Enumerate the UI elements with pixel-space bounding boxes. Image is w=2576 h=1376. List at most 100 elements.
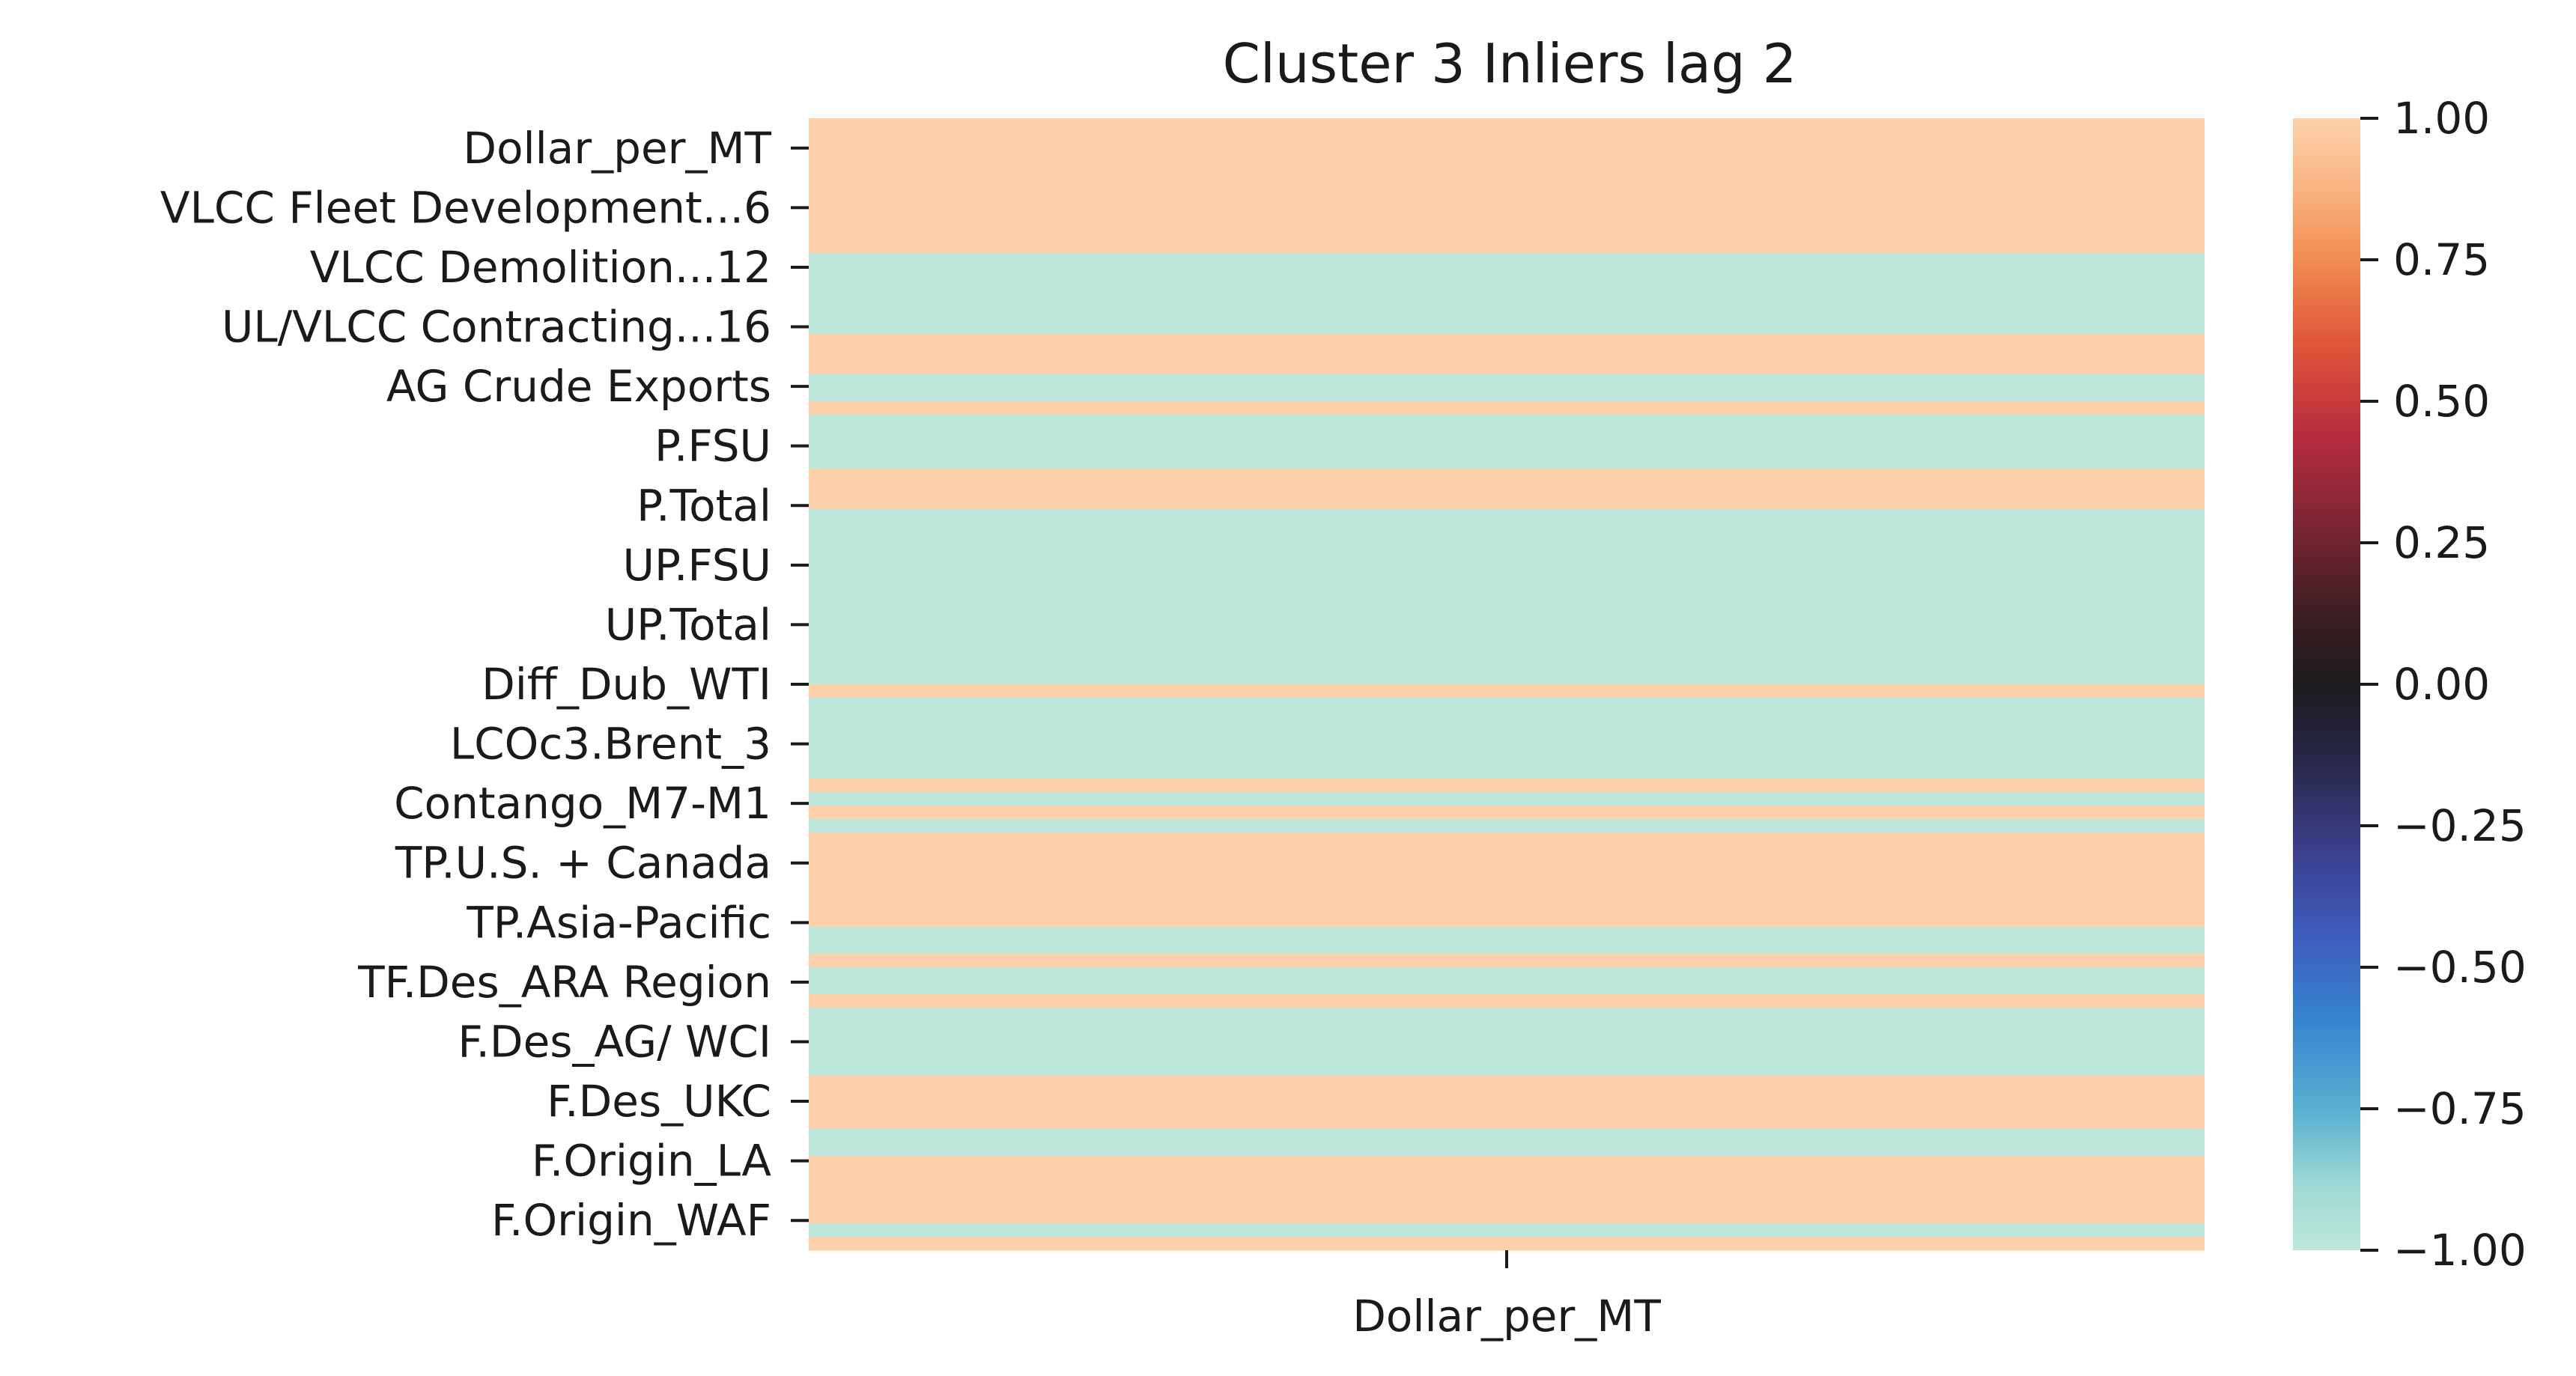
heatmap-cell — [809, 779, 2205, 793]
heatmap-cell — [809, 415, 2205, 429]
y-tick-label: Diff_Dub_WTI — [482, 659, 771, 710]
heatmap-cell — [809, 1223, 2205, 1238]
heatmap-cell — [809, 172, 2205, 186]
heatmap-cell — [809, 213, 2205, 227]
colorbar-tick-label: −1.00 — [2393, 1225, 2527, 1276]
colorbar: 1.00 0.75 0.50 0.25 0.00 −0.25 −0.50 −0.75 −1.00 — [2293, 93, 2527, 1276]
heatmap-cell — [809, 253, 2205, 267]
heatmap-cell — [809, 671, 2205, 685]
heatmap-cell — [809, 1237, 2205, 1251]
heatmap-cell — [809, 1142, 2205, 1157]
y-tick-label: F.Origin_WAF — [491, 1195, 771, 1246]
heatmap-cell — [809, 954, 2205, 968]
heatmap-cell — [809, 886, 2205, 901]
heatmap-cell — [809, 1062, 2205, 1076]
y-tick-label: TP.U.S. + Canada — [395, 838, 771, 889]
heatmap-cell — [809, 967, 2205, 981]
colorbar-tick-label: 1.00 — [2393, 93, 2490, 144]
heatmap-cell — [809, 765, 2205, 779]
heatmap-cell — [809, 186, 2205, 200]
y-tick-label: Dollar_per_MT — [463, 123, 771, 174]
heatmap-cell — [809, 1115, 2205, 1130]
colorbar-tick-label: 0.25 — [2393, 517, 2490, 568]
heatmap-cell — [809, 1048, 2205, 1062]
heatmap-cell — [809, 550, 2205, 564]
heatmap-cell — [809, 725, 2205, 739]
heatmap-cell — [809, 644, 2205, 658]
heatmap-cell — [809, 1089, 2205, 1103]
heatmap-cell — [809, 226, 2205, 240]
colorbar-tick-label: 0.50 — [2393, 376, 2490, 427]
y-tick-label: VLCC Fleet Development...6 — [160, 182, 771, 233]
heatmap-cell — [809, 940, 2205, 955]
heatmap-cell — [809, 374, 2205, 389]
heatmap-cell — [809, 1008, 2205, 1022]
heatmap-cell — [809, 603, 2205, 618]
heatmap-cell — [809, 711, 2205, 725]
heatmap-cell — [809, 563, 2205, 577]
heatmap-cell — [809, 913, 2205, 928]
y-tick-label: TP.Asia-Pacific — [466, 897, 771, 948]
heatmap-cell — [809, 442, 2205, 456]
y-tick-label: LCOc3.Brent_3 — [450, 719, 771, 770]
y-tick-label: UL/VLCC Contracting...16 — [222, 302, 771, 353]
heatmap-cells — [809, 118, 2205, 1251]
y-tick-label: F.Origin_LA — [532, 1136, 771, 1187]
heatmap-cell — [809, 1035, 2205, 1049]
heatmap-cell — [809, 118, 2205, 133]
y-axis: Dollar_per_MT VLCC Fleet Development...6 V… — [160, 123, 809, 1246]
heatmap-cell — [809, 576, 2205, 591]
heatmap-cell — [809, 347, 2205, 362]
heatmap-cell — [809, 145, 2205, 159]
heatmap-cell — [809, 1075, 2205, 1089]
heatmap-cell — [809, 240, 2205, 254]
y-tick-label: P.Total — [637, 480, 771, 531]
colorbar-gradient — [2293, 118, 2360, 1250]
heatmap-cell — [809, 630, 2205, 645]
heatmap-cell — [809, 927, 2205, 941]
heatmap-cell — [809, 159, 2205, 173]
heatmap-cell — [809, 1156, 2205, 1170]
y-tick-label: P.FSU — [654, 421, 771, 472]
y-tick-label: UP.Total — [605, 599, 771, 650]
heatmap-cell — [809, 590, 2205, 604]
heatmap-cell — [809, 806, 2205, 820]
heatmap-cell — [809, 509, 2205, 523]
y-tick-label: F.Des_AG/ WCI — [458, 1016, 771, 1067]
heatmap-cell — [809, 455, 2205, 469]
y-tick-label: F.Des_UKC — [547, 1076, 771, 1127]
heatmap-cell — [809, 428, 2205, 442]
x-tick-label: Dollar_per_MT — [1352, 1291, 1661, 1342]
heatmap-cell — [809, 482, 2205, 496]
heatmap-cell — [809, 132, 2205, 146]
heatmap-cell — [809, 388, 2205, 402]
heatmap-cell — [809, 981, 2205, 995]
heatmap-cell — [809, 873, 2205, 887]
heatmap-cell — [809, 1169, 2205, 1184]
colorbar-tick-label: −0.75 — [2393, 1083, 2527, 1134]
y-tick-label: TF.Des_ARA Region — [357, 957, 771, 1008]
heatmap-cell — [809, 900, 2205, 914]
heatmap-cell — [809, 684, 2205, 698]
heatmap-cell — [809, 846, 2205, 860]
heatmap-cell — [809, 859, 2205, 874]
heatmap-cell — [809, 752, 2205, 766]
heatmap-cell — [809, 307, 2205, 321]
y-tick-label: VLCC Demolition...12 — [310, 242, 771, 293]
heatmap-cell — [809, 738, 2205, 752]
heatmap-cell — [809, 617, 2205, 631]
y-tick-label: UP.FSU — [623, 540, 771, 591]
heatmap-cell — [809, 792, 2205, 806]
heatmap-cell — [809, 334, 2205, 348]
x-axis: Dollar_per_MT — [1352, 1250, 1661, 1342]
colorbar-tick-label: −0.25 — [2393, 800, 2527, 851]
heatmap-cell — [809, 361, 2205, 375]
heatmap-cell — [809, 994, 2205, 1008]
colorbar-tick-label: 0.75 — [2393, 234, 2490, 285]
heatmap-cell — [809, 657, 2205, 672]
y-tick-label: Contango_M7-M1 — [394, 778, 771, 829]
heatmap-cell — [809, 536, 2205, 550]
heatmap-cell — [809, 1021, 2205, 1035]
